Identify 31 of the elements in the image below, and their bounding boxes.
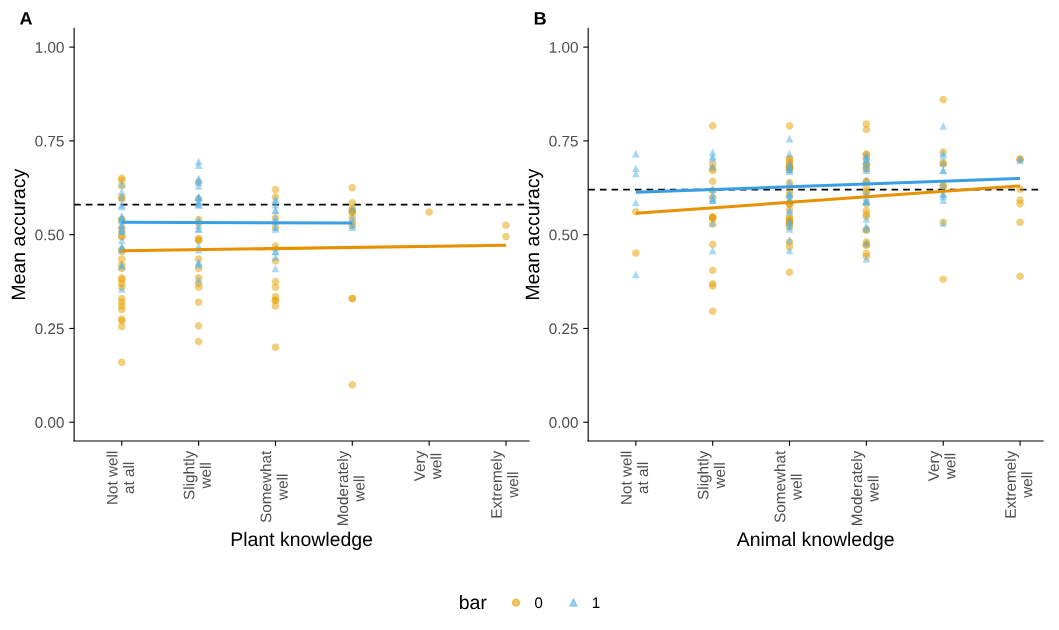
y-tick-label: 1.00 [549, 41, 578, 53]
legend-title: bar [460, 594, 487, 610]
x-tick-label: Slightly well [183, 450, 211, 500]
legend-label: 1 [592, 597, 600, 608]
x-axis-title: Animal knowledge [736, 531, 894, 550]
x-tick-label: Slightly well [697, 450, 726, 500]
y-tick-label: 0.25 [549, 323, 578, 335]
y-tick-label: 1.00 [35, 41, 64, 53]
y-axis-title: Mean accuracy [11, 168, 30, 299]
x-tick-label: Somewhat well [260, 450, 288, 523]
y-axis-title: Mean accuracy [525, 168, 544, 299]
y-tick-label: 0.50 [35, 229, 64, 241]
chart-title: B [534, 12, 546, 25]
x-tick-label: Not well at all [106, 451, 135, 504]
legend-label: 0 [534, 597, 543, 609]
x-tick-label: Extremely well [1004, 450, 1033, 518]
x-tick-label: Not well at all [620, 451, 649, 504]
y-tick-label: 0.25 [35, 323, 64, 335]
x-tick-label: Moderately well [851, 450, 879, 526]
x-tick-label: Moderately well [336, 450, 365, 526]
x-axis-title: Plant knowledge [231, 531, 373, 550]
x-tick-label: Extremely well [490, 450, 519, 518]
chart-title: A [19, 12, 33, 25]
y-tick-label: 0.75 [549, 135, 578, 147]
y-tick-label: 0.00 [549, 417, 578, 428]
y-tick-label: 0.00 [35, 417, 64, 428]
y-tick-label: 0.50 [549, 229, 578, 241]
x-tick-label: Very well [928, 450, 956, 482]
x-tick-label: Somewhat well [774, 450, 802, 523]
y-tick-label: 0.75 [35, 135, 64, 147]
x-tick-label: Very well [414, 450, 442, 482]
